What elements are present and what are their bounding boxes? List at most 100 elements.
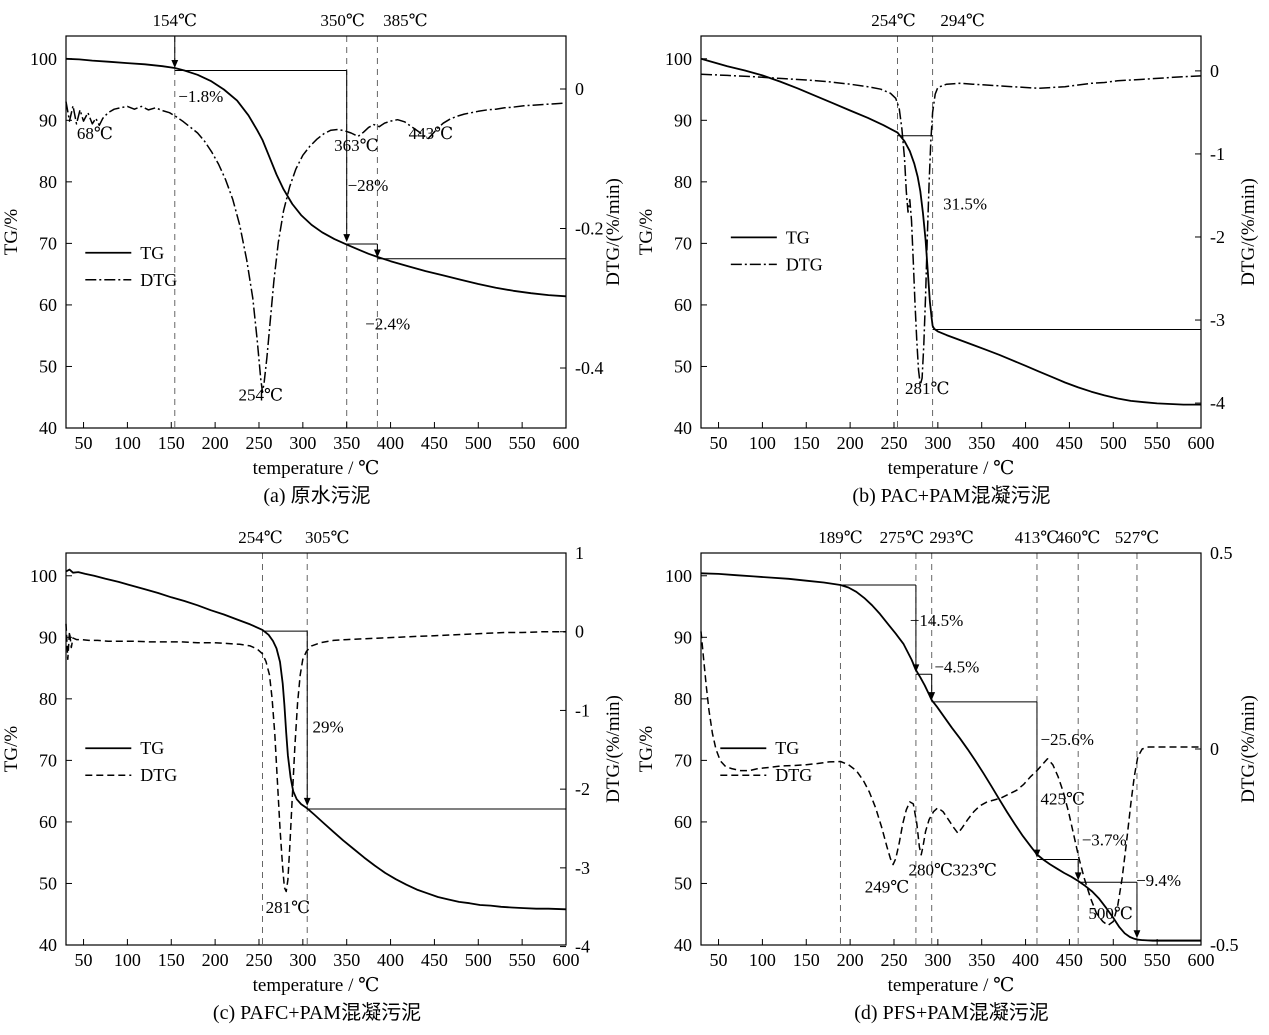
y-axis-title-right: DTG/(%/min) <box>603 695 624 803</box>
x-tick-label: 600 <box>1187 433 1214 453</box>
x-tick-label: 400 <box>1012 950 1039 970</box>
right-tick-label: -0.2 <box>575 219 604 239</box>
right-tick-label: 0 <box>1210 739 1219 759</box>
dtg-curve <box>65 623 566 893</box>
x-tick-label: 400 <box>377 950 404 970</box>
annotation: 31.5% <box>943 195 987 214</box>
tg-curve <box>700 57 1201 406</box>
x-tick-label: 550 <box>1143 433 1170 453</box>
annotation: −2.4% <box>365 315 410 334</box>
right-tick-label: 0 <box>575 79 584 99</box>
annotation: −3.7% <box>1081 830 1126 849</box>
left-tick-label: 90 <box>39 110 57 130</box>
x-tick-label: 550 <box>1143 950 1170 970</box>
legend-label: TG <box>785 227 809 247</box>
legend-label: TG <box>775 738 799 758</box>
arrowhead-down-icon <box>171 60 179 68</box>
x-tick-label: 500 <box>465 950 492 970</box>
annotation: 500℃ <box>1088 904 1133 923</box>
x-tick-label: 450 <box>421 433 448 453</box>
legend-label: DTG <box>785 254 822 274</box>
temperature-marker: 305℃ <box>305 528 350 547</box>
left-tick-label: 100 <box>30 49 57 69</box>
caption-c: (c) PAFC+PAM混凝污泥 <box>212 1002 422 1024</box>
left-tick-label: 40 <box>39 935 57 955</box>
chart-panel-a: 50 100 150 200 250 300 350 400 450 500 550 60040506… <box>1 11 624 479</box>
annotation: −1.8% <box>178 87 223 106</box>
x-tick-label: 300 <box>289 950 316 970</box>
x-tick-label: 600 <box>553 950 580 970</box>
right-tick-label: 0.5 <box>1210 543 1233 563</box>
panel-b: 50 100 150 200 250 300 350 400 450 500 550 600 40 50 6… <box>634 0 1269 517</box>
annotation: 29% <box>312 718 343 737</box>
tg-curve <box>65 568 567 911</box>
right-tick-label: 1 <box>575 543 584 563</box>
right-tick-label: -4 <box>1210 393 1225 413</box>
annotation: 323℃ <box>952 860 997 879</box>
annotation: −9.4% <box>1136 871 1181 890</box>
chart-b: 50 100 150 200 250 300 350 400 450 500 550 600 40 50 6… <box>635 0 1269 482</box>
left-tick-label: 70 <box>674 750 692 770</box>
right-tick-label: -4 <box>575 937 590 957</box>
x-tick-label: 50 <box>75 433 93 453</box>
panel-c: 50 100 150 200 250 300 350 400 450 500 550 600 40 50 6… <box>0 517 634 1035</box>
annotation: 280℃ <box>908 860 953 879</box>
x-tick-label: 300 <box>289 433 316 453</box>
x-tick-label: 600 <box>553 433 580 453</box>
x-tick-label: 350 <box>968 950 995 970</box>
legend-label: TG <box>140 243 164 263</box>
x-tick-label: 200 <box>202 950 229 970</box>
tg-curve <box>700 572 1201 942</box>
left-tick-label: 80 <box>674 689 692 709</box>
left-tick-label: 90 <box>674 627 692 647</box>
x-tick-label: 350 <box>333 950 360 970</box>
arrowhead-down-icon <box>374 249 381 258</box>
left-tick-label: 50 <box>674 873 692 893</box>
left-tick-label: 50 <box>39 356 57 376</box>
x-tick-label: 300 <box>924 433 951 453</box>
x-tick-label: 450 <box>1055 433 1082 453</box>
x-tick-label: 550 <box>509 950 536 970</box>
left-tick-label: 50 <box>674 356 692 376</box>
legend-label: DTG <box>140 765 177 785</box>
left-tick-label: 100 <box>30 566 57 586</box>
right-tick-label: -3 <box>1210 310 1225 330</box>
x-axis-title: temperature / ℃ <box>253 458 380 479</box>
annotation: −25.6% <box>1040 730 1094 749</box>
x-tick-label: 50 <box>709 433 727 453</box>
left-tick-label: 60 <box>39 295 57 315</box>
dtg-curve <box>699 631 1201 927</box>
annotation: −14.5% <box>909 611 963 630</box>
legend-label: DTG <box>775 765 812 785</box>
y-axis-title-right: DTG/(%/min) <box>603 178 624 286</box>
caption-d: (d) PFS+PAM混凝污泥 <box>854 1002 1049 1024</box>
right-tick-label: -0.5 <box>1210 935 1239 955</box>
plot-border <box>699 35 1202 429</box>
arrowhead-down-icon <box>927 692 935 701</box>
x-tick-label: 250 <box>880 433 907 453</box>
y-axis-title-left: TG/% <box>1 726 22 773</box>
left-tick-label: 90 <box>39 627 57 647</box>
x-tick-label: 50 <box>709 950 727 970</box>
x-tick-label: 100 <box>748 950 775 970</box>
annotation: 281℃ <box>905 379 950 398</box>
temperature-marker: 385℃ <box>383 11 428 30</box>
x-tick-label: 400 <box>1012 433 1039 453</box>
temperature-marker: 275℃ <box>879 528 924 547</box>
x-tick-label: 150 <box>792 433 819 453</box>
caption-a: (a) 原水污泥 <box>263 485 371 507</box>
annotation: 425℃ <box>1040 790 1085 809</box>
x-tick-label: 500 <box>1099 950 1126 970</box>
left-tick-label: 100 <box>665 566 692 586</box>
panel-d: 50 100 150 200 250 300 350 400 450 500 550 600 40 50 6… <box>634 517 1269 1035</box>
dtg-curve <box>65 101 567 394</box>
temperature-marker: 527℃ <box>1114 528 1159 547</box>
left-tick-label: 60 <box>674 295 692 315</box>
arrowhead-down-icon <box>1133 930 1140 939</box>
dtg-curve <box>700 73 1201 386</box>
right-tick-label: -1 <box>575 700 590 720</box>
x-tick-label: 200 <box>202 433 229 453</box>
left-tick-label: 80 <box>39 172 57 192</box>
x-tick-label: 200 <box>836 950 863 970</box>
x-tick-label: 150 <box>158 950 185 970</box>
